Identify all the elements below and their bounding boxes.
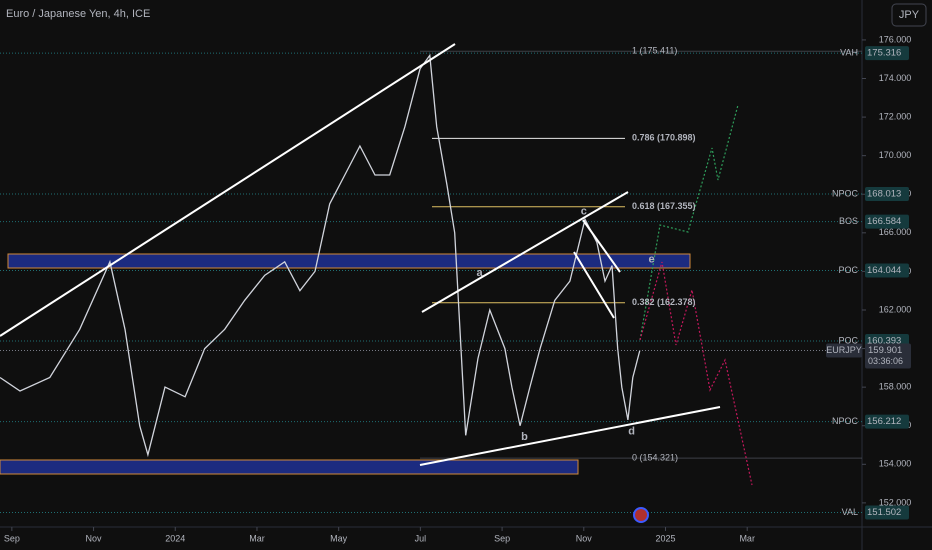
x-tick-label: Mar bbox=[739, 533, 755, 543]
x-tick-label: Jul bbox=[415, 533, 427, 543]
wave-label: a bbox=[477, 267, 484, 279]
y-tick-label: 174.000 bbox=[879, 73, 912, 83]
current-value: 159.901 bbox=[868, 345, 902, 356]
x-tick-label: Nov bbox=[86, 533, 103, 543]
current-name: EURJPY bbox=[826, 345, 862, 355]
projection-down bbox=[639, 261, 753, 486]
x-tick-label: 2024 bbox=[165, 533, 185, 543]
wave-label: b bbox=[521, 431, 528, 443]
level-name: NPOC bbox=[832, 188, 859, 198]
trendlines bbox=[0, 43, 721, 466]
y-tick-label: 158.000 bbox=[879, 382, 912, 392]
fib-label: 0.382 (162.378) bbox=[632, 297, 696, 307]
current-box bbox=[865, 343, 911, 369]
level-name: VAH bbox=[840, 47, 858, 57]
trendline bbox=[419, 406, 721, 466]
y-tick-label: 152.000 bbox=[879, 497, 912, 507]
fib-label: 0.618 (167.355) bbox=[632, 201, 696, 211]
y-tick-label: 170.000 bbox=[879, 150, 912, 160]
level-box bbox=[865, 263, 909, 278]
level-name: POC bbox=[838, 335, 858, 345]
level-value: 168.013 bbox=[867, 189, 901, 200]
wave-label: e bbox=[649, 254, 655, 266]
level-name: POC bbox=[838, 265, 858, 275]
fib-label: 1 (175.411) bbox=[632, 46, 677, 56]
x-tick-label: Nov bbox=[576, 533, 593, 543]
level-value: 160.393 bbox=[867, 336, 901, 347]
x-tick-label: Sep bbox=[4, 533, 20, 543]
y-tick-label: 162.000 bbox=[879, 304, 912, 314]
x-tick-label: 2025 bbox=[655, 533, 675, 543]
y-tick-label: 176.000 bbox=[879, 34, 912, 44]
currency-label: JPY bbox=[899, 9, 920, 21]
level-name: VAL bbox=[842, 507, 858, 517]
fib-label: 0 (154.321) bbox=[632, 452, 678, 462]
current-name-bg bbox=[826, 343, 862, 358]
trendline bbox=[582, 219, 621, 273]
level-box bbox=[865, 46, 909, 61]
wave-label: c bbox=[581, 206, 587, 218]
currency-button[interactable] bbox=[891, 3, 927, 27]
level-box bbox=[865, 214, 909, 229]
level-name: BOS bbox=[839, 216, 858, 226]
wave-label: d bbox=[628, 425, 635, 437]
projection-up bbox=[639, 104, 739, 341]
x-tick-label: Mar bbox=[249, 533, 265, 543]
fib-label: 0.786 (170.898) bbox=[632, 133, 696, 143]
zone bbox=[0, 459, 579, 475]
level-box bbox=[865, 414, 909, 429]
trendline bbox=[0, 43, 456, 337]
chart-title: Euro / Japanese Yen, 4h, ICE bbox=[6, 8, 150, 20]
level-value: 166.584 bbox=[867, 216, 901, 227]
x-tick-label: May bbox=[330, 533, 348, 543]
level-name: NPOC bbox=[832, 416, 859, 426]
event-icon[interactable] bbox=[633, 507, 649, 523]
y-tick-label: 154.000 bbox=[879, 459, 912, 469]
level-value: 156.212 bbox=[867, 416, 901, 427]
y-tick-label: 172.000 bbox=[879, 111, 912, 121]
level-value: 164.044 bbox=[867, 265, 901, 276]
x-tick-label: Sep bbox=[494, 533, 510, 543]
level-box bbox=[865, 505, 909, 520]
countdown: 03:36:06 bbox=[868, 356, 903, 366]
trendline bbox=[421, 191, 629, 313]
zone bbox=[7, 253, 691, 269]
level-box bbox=[865, 186, 909, 201]
trendline bbox=[573, 251, 615, 319]
level-value: 151.502 bbox=[867, 507, 901, 518]
level-value: 175.316 bbox=[867, 48, 901, 59]
y-tick-label: 166.000 bbox=[879, 227, 912, 237]
